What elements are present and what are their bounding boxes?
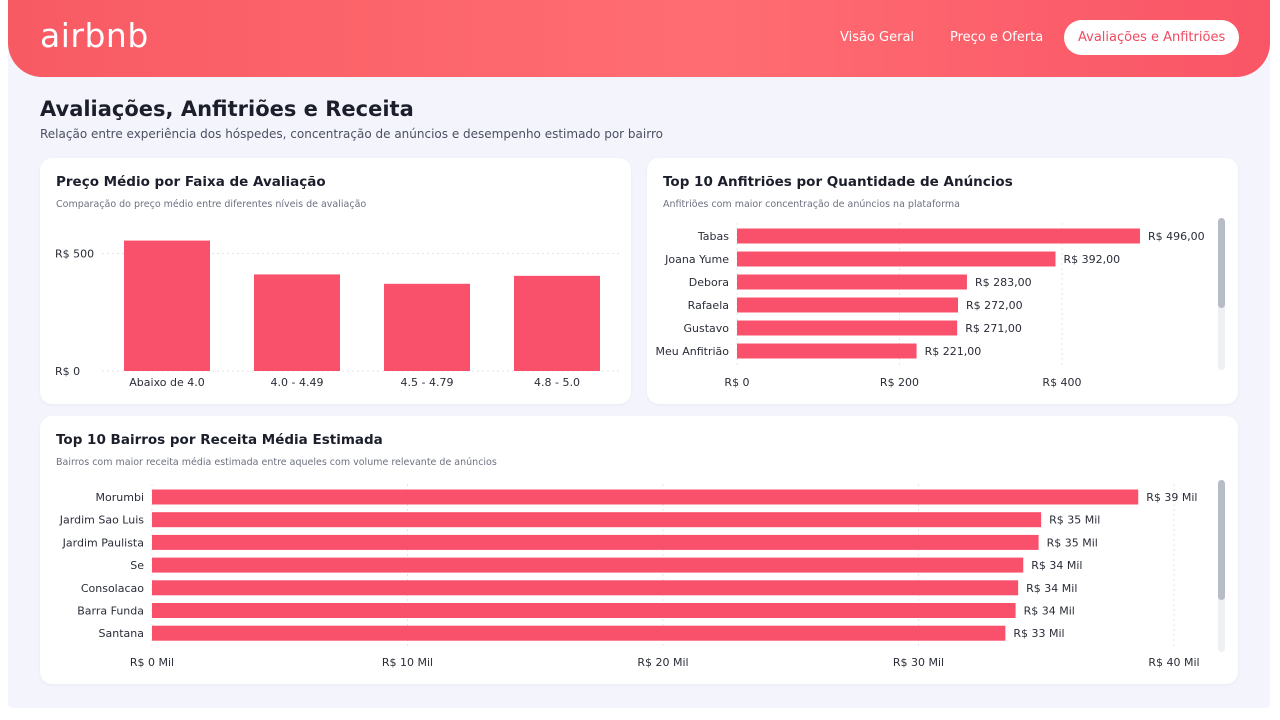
data-label: R$ 34 Mil — [1026, 582, 1077, 595]
chart-scrollbar[interactable] — [1218, 480, 1225, 652]
bar — [124, 240, 210, 371]
bar — [737, 343, 917, 359]
data-label: R$ 271,00 — [965, 322, 1022, 335]
bar — [737, 228, 1140, 244]
bar — [384, 283, 470, 371]
category-label: Gustavo — [683, 322, 729, 335]
category-label: Tabas — [697, 230, 729, 243]
data-label: R$ 34 Mil — [1024, 605, 1075, 618]
x-tick-label: Abaixo de 4.0 — [129, 376, 204, 389]
card-title: Preço Médio por Faixa de Avaliação — [56, 174, 326, 190]
x-tick-label: R$ 40 Mil — [1148, 656, 1199, 669]
data-label: R$ 34 Mil — [1031, 559, 1082, 572]
x-tick-label: R$ 200 — [880, 376, 919, 389]
bar — [514, 275, 600, 371]
y-tick-label: R$ 500 — [55, 248, 94, 261]
category-label: Santana — [99, 627, 144, 640]
top-neighborhoods-chart: R$ 0 Mil R$ 10 Mil R$ 20 Mil R$ 30 Mil R$ 40… — [59, 484, 1200, 669]
x-tick-label: R$ 400 — [1042, 376, 1081, 389]
data-label: R$ 392,00 — [1064, 253, 1121, 266]
nav-tab-visao-geral[interactable]: Visão Geral — [840, 30, 915, 45]
card-subtitle: Anfitriões com maior concentração de anú… — [663, 199, 960, 210]
data-label: R$ 33 Mil — [1013, 627, 1064, 640]
bar — [152, 489, 1139, 505]
data-label: R$ 272,00 — [966, 299, 1023, 312]
card-title: Top 10 Bairros por Receita Média Estimad… — [56, 432, 383, 448]
category-label: Rafaela — [688, 299, 729, 312]
card-title: Top 10 Anfitriões por Quantidade de Anún… — [663, 174, 1013, 190]
category-label: Morumbi — [96, 491, 144, 504]
airbnb-logo[interactable]: airbnb — [40, 16, 149, 55]
rating-price-chart: R$ 0 R$ 500 Abaixo de 4.0 4.0 - 4.49 4.5 - 4… — [55, 240, 622, 389]
card-subtitle: Comparação do preço médio entre diferent… — [56, 199, 367, 210]
bar — [152, 580, 1019, 596]
scrollbar-thumb[interactable] — [1218, 218, 1225, 308]
category-label: Jardim Sao Luis — [59, 514, 144, 527]
x-tick-label: R$ 30 Mil — [893, 656, 944, 669]
data-label: R$ 221,00 — [925, 345, 982, 358]
bar — [737, 297, 958, 313]
category-label: Barra Funda — [77, 605, 144, 618]
data-label: R$ 35 Mil — [1047, 536, 1098, 549]
nav-tab-avaliacoes-e-anfitrioes[interactable]: Avaliações e Anfitriões — [1064, 20, 1240, 55]
x-tick-label: 4.8 - 5.0 — [534, 376, 580, 389]
card-top-neighborhoods: Top 10 Bairros por Receita Média Estimad… — [40, 416, 1238, 684]
data-label: R$ 283,00 — [975, 276, 1032, 289]
bar — [737, 320, 958, 336]
bar — [152, 512, 1042, 528]
bar — [152, 557, 1024, 573]
category-label: Joana Yume — [664, 253, 729, 266]
bar — [152, 603, 1016, 618]
bar — [152, 625, 1006, 641]
category-label: Se — [130, 559, 144, 572]
bar — [254, 274, 340, 371]
card-top-hosts: Top 10 Anfitriões por Quantidade de Anún… — [647, 158, 1238, 404]
x-tick-label: 4.0 - 4.49 — [271, 376, 324, 389]
bar — [152, 534, 1039, 550]
nav-tab-preco-e-oferta[interactable]: Preço e Oferta — [950, 30, 1044, 45]
card-rating-price: Preço Médio por Faixa de Avaliação Compa… — [40, 158, 631, 404]
data-label: R$ 496,00 — [1148, 230, 1205, 243]
card-subtitle: Bairros com maior receita média estimada… — [56, 457, 497, 468]
bar — [737, 274, 967, 290]
chart-scrollbar[interactable] — [1218, 218, 1225, 370]
top-hosts-chart: R$ 0 R$ 200 R$ 400 Tabas R$ 496,00 Joana Yume… — [655, 223, 1205, 389]
data-label: R$ 35 Mil — [1049, 514, 1100, 527]
category-label: Meu Anfitrião — [655, 345, 729, 358]
bar — [737, 251, 1056, 267]
scrollbar-thumb[interactable] — [1218, 480, 1225, 600]
x-tick-label: R$ 0 Mil — [130, 656, 174, 669]
y-tick-label: R$ 0 — [55, 365, 80, 378]
page-subtitle: Relação entre experiência dos hóspedes, … — [40, 127, 663, 141]
top-navigation-bar: airbnb Visão Geral Preço e Oferta Avalia… — [8, 0, 1270, 77]
x-tick-label: R$ 20 Mil — [637, 656, 688, 669]
category-label: Jardim Paulista — [62, 536, 144, 549]
category-label: Debora — [689, 276, 729, 289]
x-tick-label: R$ 10 Mil — [382, 656, 433, 669]
x-tick-label: 4.5 - 4.79 — [401, 376, 454, 389]
page-title: Avaliações, Anfitriões e Receita — [40, 97, 414, 121]
x-tick-label: R$ 0 — [724, 376, 749, 389]
data-label: R$ 39 Mil — [1146, 491, 1197, 504]
category-label: Consolacao — [81, 582, 144, 595]
